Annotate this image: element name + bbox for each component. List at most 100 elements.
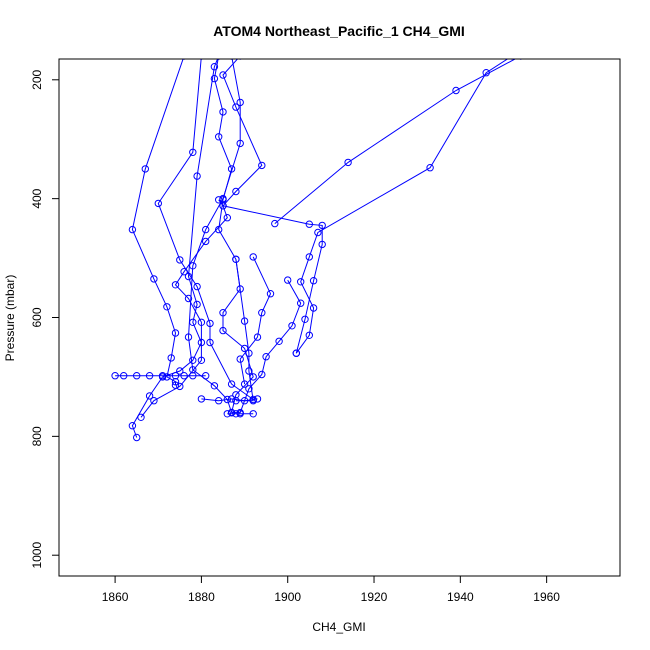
x-tick-label: 1960 xyxy=(533,590,560,604)
data-point xyxy=(262,353,270,361)
profile-line xyxy=(235,259,254,402)
data-point xyxy=(305,253,313,261)
y-tick-label: 1000 xyxy=(30,542,44,569)
data-point xyxy=(305,331,313,339)
data-point xyxy=(219,108,227,116)
y-axis-label: Pressure (mbar) xyxy=(3,275,17,362)
data-point xyxy=(199,59,204,60)
data-point xyxy=(232,187,240,196)
data-point xyxy=(245,349,253,357)
data-point xyxy=(210,382,219,390)
profile-line xyxy=(231,279,302,414)
profile-series xyxy=(271,59,523,228)
profile-line xyxy=(157,59,254,400)
data-point xyxy=(216,59,221,60)
chart-title: ATOM4 Northeast_Pacific_1 CH4_GMI xyxy=(213,23,465,39)
data-point xyxy=(232,255,240,263)
profile-series xyxy=(236,253,275,388)
profile-line xyxy=(239,256,272,385)
data-point xyxy=(141,165,150,173)
profile-line xyxy=(187,59,241,413)
data-point xyxy=(249,253,257,261)
data-point xyxy=(193,282,201,291)
x-axis: 1860 1880 1900 1920 1940 1960 xyxy=(102,576,560,604)
data-point xyxy=(219,194,227,203)
profile-series xyxy=(197,395,262,405)
data-point xyxy=(229,59,234,60)
profile-line xyxy=(295,59,509,354)
data-point xyxy=(181,59,187,60)
data-point xyxy=(318,221,326,230)
data-point xyxy=(288,322,296,330)
x-tick-label: 1880 xyxy=(188,590,215,604)
data-point xyxy=(219,202,227,210)
data-point xyxy=(249,410,257,418)
data-point xyxy=(227,408,236,417)
data-point xyxy=(180,372,188,380)
x-tick-label: 1920 xyxy=(361,590,388,604)
data-point xyxy=(189,372,197,380)
data-point xyxy=(240,317,249,325)
data-point xyxy=(216,59,221,60)
data-point xyxy=(189,148,197,157)
data-point xyxy=(452,86,460,95)
data-point xyxy=(219,309,227,317)
data-point xyxy=(249,397,257,405)
data-point xyxy=(305,220,313,228)
data-point xyxy=(301,315,309,323)
data-point xyxy=(426,164,434,172)
data-point xyxy=(176,367,184,375)
data-point xyxy=(210,62,219,71)
data-point xyxy=(202,225,210,234)
data-point xyxy=(193,172,201,180)
x-tick-label: 1900 xyxy=(274,590,301,604)
data-point xyxy=(518,59,523,60)
data-point xyxy=(238,59,243,60)
y-tick-label: 400 xyxy=(30,188,44,208)
x-tick-label: 1860 xyxy=(102,590,129,604)
data-point xyxy=(219,326,227,335)
profile-series xyxy=(223,410,257,418)
data-point xyxy=(344,158,352,167)
data-point xyxy=(167,354,175,362)
data-point xyxy=(154,199,163,208)
profile-series xyxy=(128,59,221,442)
profile-line xyxy=(218,199,323,354)
data-point xyxy=(223,214,232,222)
data-point xyxy=(176,382,184,391)
data-point xyxy=(215,196,223,204)
profile-series xyxy=(227,276,305,417)
data-point xyxy=(215,397,223,405)
data-point xyxy=(197,338,206,347)
data-point xyxy=(111,372,119,380)
profile-line xyxy=(274,59,517,224)
data-point xyxy=(232,397,240,405)
profile-series xyxy=(184,59,244,417)
data-point xyxy=(128,225,137,234)
data-point xyxy=(253,333,262,341)
data-point xyxy=(245,385,253,393)
data-point xyxy=(318,240,326,249)
profile-line xyxy=(131,59,219,438)
data-point xyxy=(133,372,141,380)
data-point xyxy=(297,278,305,286)
data-point xyxy=(145,372,154,380)
data-point xyxy=(215,133,223,141)
profile-series xyxy=(111,372,210,380)
data-point xyxy=(197,356,206,364)
data-point xyxy=(236,410,244,418)
data-point xyxy=(133,433,141,442)
data-point xyxy=(189,356,197,364)
data-point xyxy=(284,276,292,284)
y-axis: 200 400 600 800 1000 xyxy=(30,69,59,569)
data-point xyxy=(184,294,193,303)
data-point xyxy=(245,367,253,375)
data-point xyxy=(206,319,214,328)
data-point xyxy=(509,59,515,60)
data-point xyxy=(145,392,154,400)
data-point xyxy=(202,237,210,246)
data-point xyxy=(171,372,180,380)
data-point xyxy=(227,395,236,403)
data-point xyxy=(271,219,279,228)
data-point xyxy=(171,281,180,289)
